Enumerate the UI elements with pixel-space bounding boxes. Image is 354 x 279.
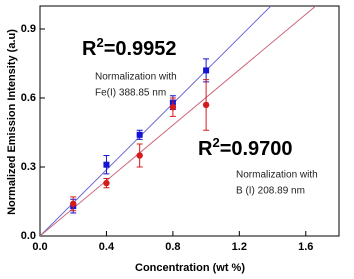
point: [203, 67, 210, 74]
x-tick-label: 1.2: [232, 241, 247, 253]
x-tick-label: 0.0: [32, 241, 47, 253]
annotation-note: B (I) 208.89 nm: [236, 186, 305, 197]
r-value: =0.9700: [220, 138, 293, 160]
x-axis-label: Concentration (wt %): [135, 262, 245, 274]
point: [202, 101, 210, 109]
r-squared: R2=0.9952: [82, 35, 177, 60]
annotation-note: Normalization with: [95, 72, 177, 83]
point: [169, 104, 177, 111]
y-tick-label: 0.3: [21, 161, 36, 173]
r-symbol: R: [198, 138, 213, 160]
fit-line: [40, 6, 272, 236]
x-tick-label: 1.6: [298, 241, 313, 253]
point: [136, 152, 143, 159]
point: [103, 179, 110, 187]
point: [103, 161, 110, 168]
annotation-note: Normalization with: [236, 170, 318, 181]
r-value: =0.9952: [104, 38, 177, 60]
r-squared: R2=0.9700: [198, 135, 293, 160]
superscript: 2: [212, 135, 219, 150]
annotation-note: Fe(I) 388.85 nm: [95, 88, 166, 99]
y-tick-label: 0.9: [21, 23, 36, 35]
superscript: 2: [96, 35, 103, 50]
plot-frame: [39, 5, 340, 237]
r-symbol: R: [82, 38, 97, 60]
y-axis-label: Normalized Emission Intensity (a.u): [6, 29, 18, 215]
y-tick-label: 0.0: [21, 230, 36, 242]
x-tick-label: 0.4: [99, 241, 115, 253]
point: [136, 131, 143, 138]
fit-line: [40, 6, 317, 236]
point: [70, 200, 77, 207]
y-tick-label: 0.6: [21, 92, 36, 104]
x-tick-label: 0.8: [165, 241, 180, 253]
plot-area: [40, 6, 317, 236]
